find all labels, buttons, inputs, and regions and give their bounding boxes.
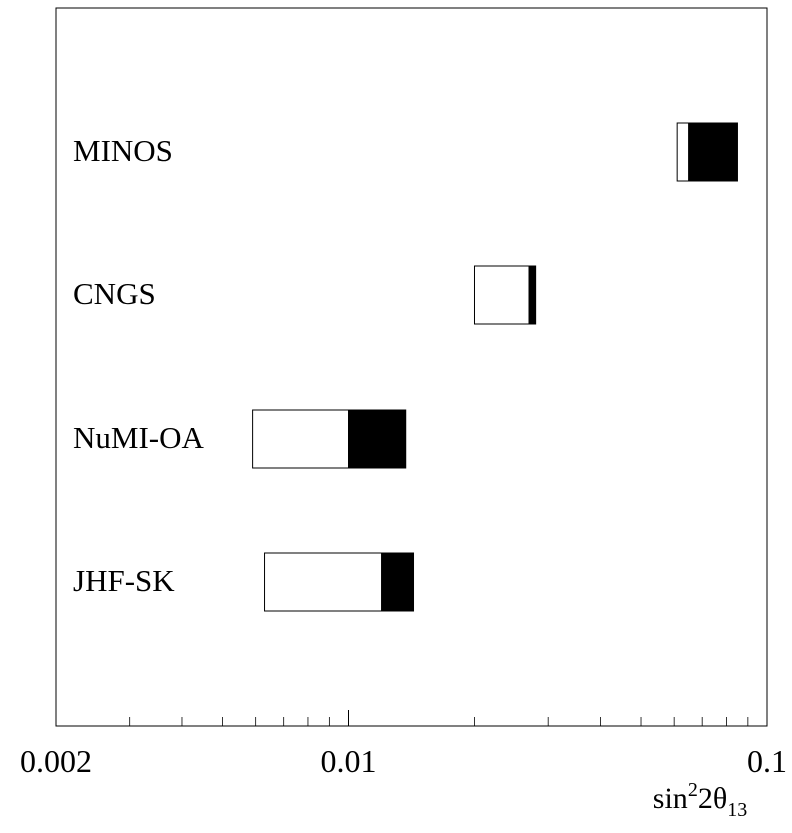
- bar-black-segment: [528, 265, 537, 325]
- bar-white-segment: [264, 552, 383, 612]
- minor-ticks: [129, 710, 749, 726]
- experiment-label: JHF-SK: [73, 563, 175, 598]
- plot-frame: [55, 7, 768, 727]
- experiment-label: NuMI-OA: [73, 420, 204, 455]
- x-axis-title: sin22θ13: [653, 779, 747, 821]
- bar-white-segment: [676, 122, 690, 182]
- x-axis-title-sup: 2: [688, 779, 698, 801]
- x-tick-label: 0.1: [747, 743, 787, 779]
- x-tick-labels: 0.002 0.01 0.1: [20, 743, 787, 779]
- x-axis-title-base: sin: [653, 782, 688, 815]
- experiment-labels: MINOS CNGS NuMI-OA JHF-SK: [73, 133, 204, 598]
- bar-black-segment: [688, 122, 738, 182]
- bar-black-segment: [381, 552, 415, 612]
- bar-white-segment: [252, 409, 350, 469]
- range-bars: [252, 122, 738, 612]
- x-tick-label: 0.002: [20, 743, 92, 779]
- x-axis-title-mid: 2θ: [698, 782, 727, 815]
- experiment-label: MINOS: [73, 133, 173, 168]
- x-axis-title-sub: 13: [727, 799, 747, 821]
- bar-black-segment: [348, 409, 407, 469]
- experiment-label: CNGS: [73, 276, 156, 311]
- bar-white-segment: [473, 265, 530, 325]
- x-tick-label: 0.01: [321, 743, 377, 779]
